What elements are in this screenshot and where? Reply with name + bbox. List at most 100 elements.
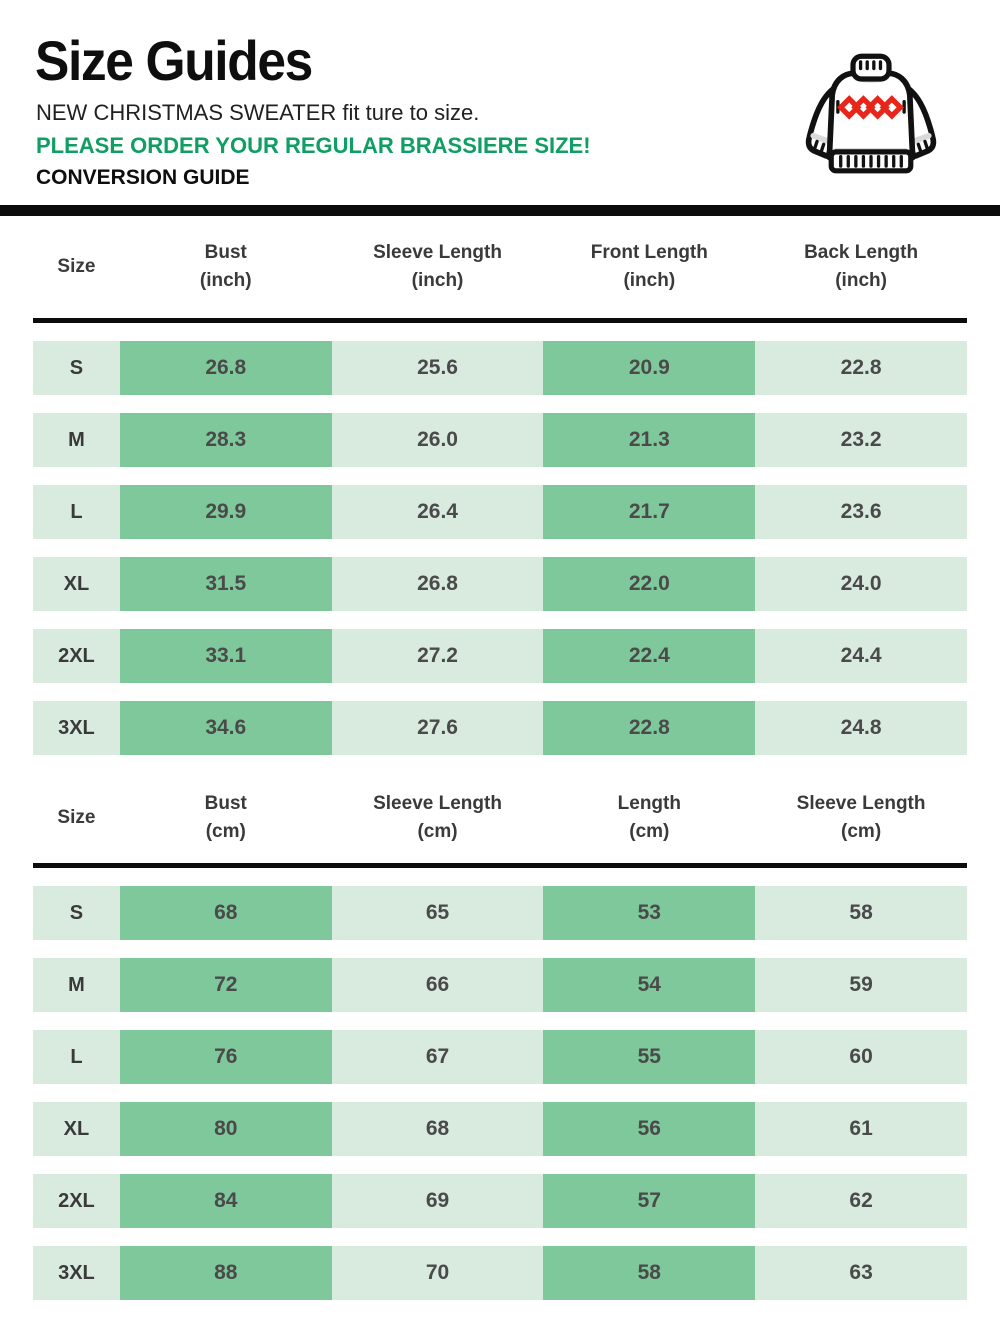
table-row-l: L 29.9 26.4 21.7 23.6: [33, 485, 967, 539]
col-unit: (inch): [623, 270, 676, 291]
bust-cell: 72: [119, 958, 332, 1012]
bust-cell: 84: [119, 1174, 332, 1228]
sleeve-cell: 27.6: [331, 701, 544, 755]
size-cell: 3XL: [33, 1246, 120, 1300]
inch-table-header: Size Bust (inch) Sleeve Length (inch) Fr…: [33, 216, 967, 318]
sleeve-2-cell: 62: [755, 1174, 967, 1228]
size-cell: S: [33, 886, 120, 940]
sleeve-cell: 70: [331, 1246, 544, 1300]
sleeve-cell: 69: [331, 1174, 544, 1228]
back-length-cell: 24.4: [755, 629, 967, 683]
bust-cell: 88: [119, 1246, 332, 1300]
col-title: Sleeve Length: [373, 241, 502, 263]
length-cell: 56: [543, 1102, 756, 1156]
front-length-cell: 21.7: [543, 485, 756, 539]
christmas-sweater-svg: [805, 53, 937, 174]
table-row-2xl: 2XL 33.1 27.2 22.4 24.4: [33, 629, 967, 683]
table-header-rule: [33, 318, 967, 323]
col-header-bust: Bust (cm): [120, 790, 332, 847]
col-unit: (cm): [629, 821, 670, 842]
col-header-size: Size: [57, 806, 96, 828]
sleeve-cell: 27.2: [331, 629, 544, 683]
col-unit: (inch): [411, 270, 464, 291]
col-header-length: Length (cm): [543, 790, 755, 847]
sleeve-2-cell: 59: [755, 958, 967, 1012]
conversion-guide-label: CONVERSION GUIDE: [36, 166, 250, 189]
col-title: Bust: [204, 792, 247, 814]
size-cell: L: [33, 1030, 120, 1084]
bust-cell: 76: [119, 1030, 332, 1084]
size-cell: M: [33, 958, 120, 1012]
table-header-rule: [33, 863, 967, 868]
size-cell: M: [33, 413, 120, 467]
col-header-sleeve-length: Sleeve Length (inch): [332, 239, 544, 296]
bust-cell: 31.5: [119, 557, 332, 611]
col-unit: (inch): [835, 270, 887, 291]
table-row-s: S 68 65 53 58: [33, 886, 967, 940]
sleeve-2-cell: 60: [755, 1030, 967, 1084]
table-row-xl: XL 80 68 56 61: [33, 1102, 967, 1156]
front-length-cell: 20.9: [543, 341, 756, 395]
col-title: Front Length: [590, 241, 708, 263]
col-header-front-length: Front Length (inch): [543, 239, 755, 296]
sleeve-2-cell: 58: [755, 886, 967, 940]
sweater-collar: [850, 53, 892, 82]
length-cell: 54: [543, 958, 756, 1012]
col-unit: (cm): [841, 821, 882, 842]
bust-cell: 28.3: [119, 413, 332, 467]
col-title: Sleeve Length: [373, 792, 502, 814]
sleeve-cell: 25.6: [331, 341, 544, 395]
table-row-xl: XL 31.5 26.8 22.0 24.0: [33, 557, 967, 611]
sleeve-cell: 67: [331, 1030, 544, 1084]
back-length-cell: 22.8: [755, 341, 967, 395]
col-header-back-length: Back Length (inch): [755, 239, 967, 296]
bust-cell: 34.6: [119, 701, 332, 755]
col-unit: (cm): [417, 821, 458, 842]
col-header-sleeve-length: Sleeve Length (cm): [332, 790, 544, 847]
section-divider: [0, 205, 1000, 216]
col-title: Bust: [204, 241, 247, 263]
front-length-cell: 21.3: [543, 413, 756, 467]
christmas-sweater-icon: [800, 48, 942, 180]
cm-table-header: Size Bust (cm) Sleeve Length (cm) Length…: [33, 773, 967, 863]
sleeve-cell: 26.4: [331, 485, 544, 539]
diamond-pattern: [837, 95, 905, 120]
bust-cell: 80: [119, 1102, 332, 1156]
front-length-cell: 22.8: [543, 701, 756, 755]
sleeve-cell: 26.0: [331, 413, 544, 467]
size-cell: L: [33, 485, 120, 539]
length-cell: 53: [543, 886, 756, 940]
table-row-3xl: 3XL 34.6 27.6 22.8 24.8: [33, 701, 967, 755]
col-header-sleeve-length-2: Sleeve Length (cm): [755, 790, 967, 847]
col-header-size: Size: [57, 255, 96, 277]
size-cell: S: [33, 341, 120, 395]
back-length-cell: 24.0: [755, 557, 967, 611]
size-cell: 2XL: [33, 629, 120, 683]
bust-cell: 33.1: [119, 629, 332, 683]
size-cell: 2XL: [33, 1174, 120, 1228]
sleeve-cell: 68: [331, 1102, 544, 1156]
bust-cell: 68: [119, 886, 332, 940]
table-row-2xl: 2XL 84 69 57 62: [33, 1174, 967, 1228]
col-title: Length: [617, 792, 681, 814]
subtitle-text: NEW CHRISTMAS SWEATER fit ture to size.: [36, 100, 480, 125]
header: Size Guides NEW CHRISTMAS SWEATER fit tu…: [0, 0, 1000, 205]
sleeve-cell: 66: [331, 958, 544, 1012]
col-unit: (inch): [199, 270, 252, 291]
table-row-m: M 72 66 54 59: [33, 958, 967, 1012]
col-title: Back Length: [804, 241, 919, 263]
table-row-3xl: 3XL 88 70 58 63: [33, 1246, 967, 1300]
bust-cell: 29.9: [119, 485, 332, 539]
size-cell: XL: [33, 1102, 120, 1156]
back-length-cell: 24.8: [755, 701, 967, 755]
length-cell: 55: [543, 1030, 756, 1084]
order-notice-text: PLEASE ORDER YOUR REGULAR BRASSIERE SIZE…: [36, 133, 591, 158]
sleeve-2-cell: 61: [755, 1102, 967, 1156]
size-cell: 3XL: [33, 701, 120, 755]
table-row-m: M 28.3 26.0 21.3 23.2: [33, 413, 967, 467]
back-length-cell: 23.2: [755, 413, 967, 467]
back-length-cell: 23.6: [755, 485, 967, 539]
front-length-cell: 22.4: [543, 629, 756, 683]
bust-cell: 26.8: [119, 341, 332, 395]
